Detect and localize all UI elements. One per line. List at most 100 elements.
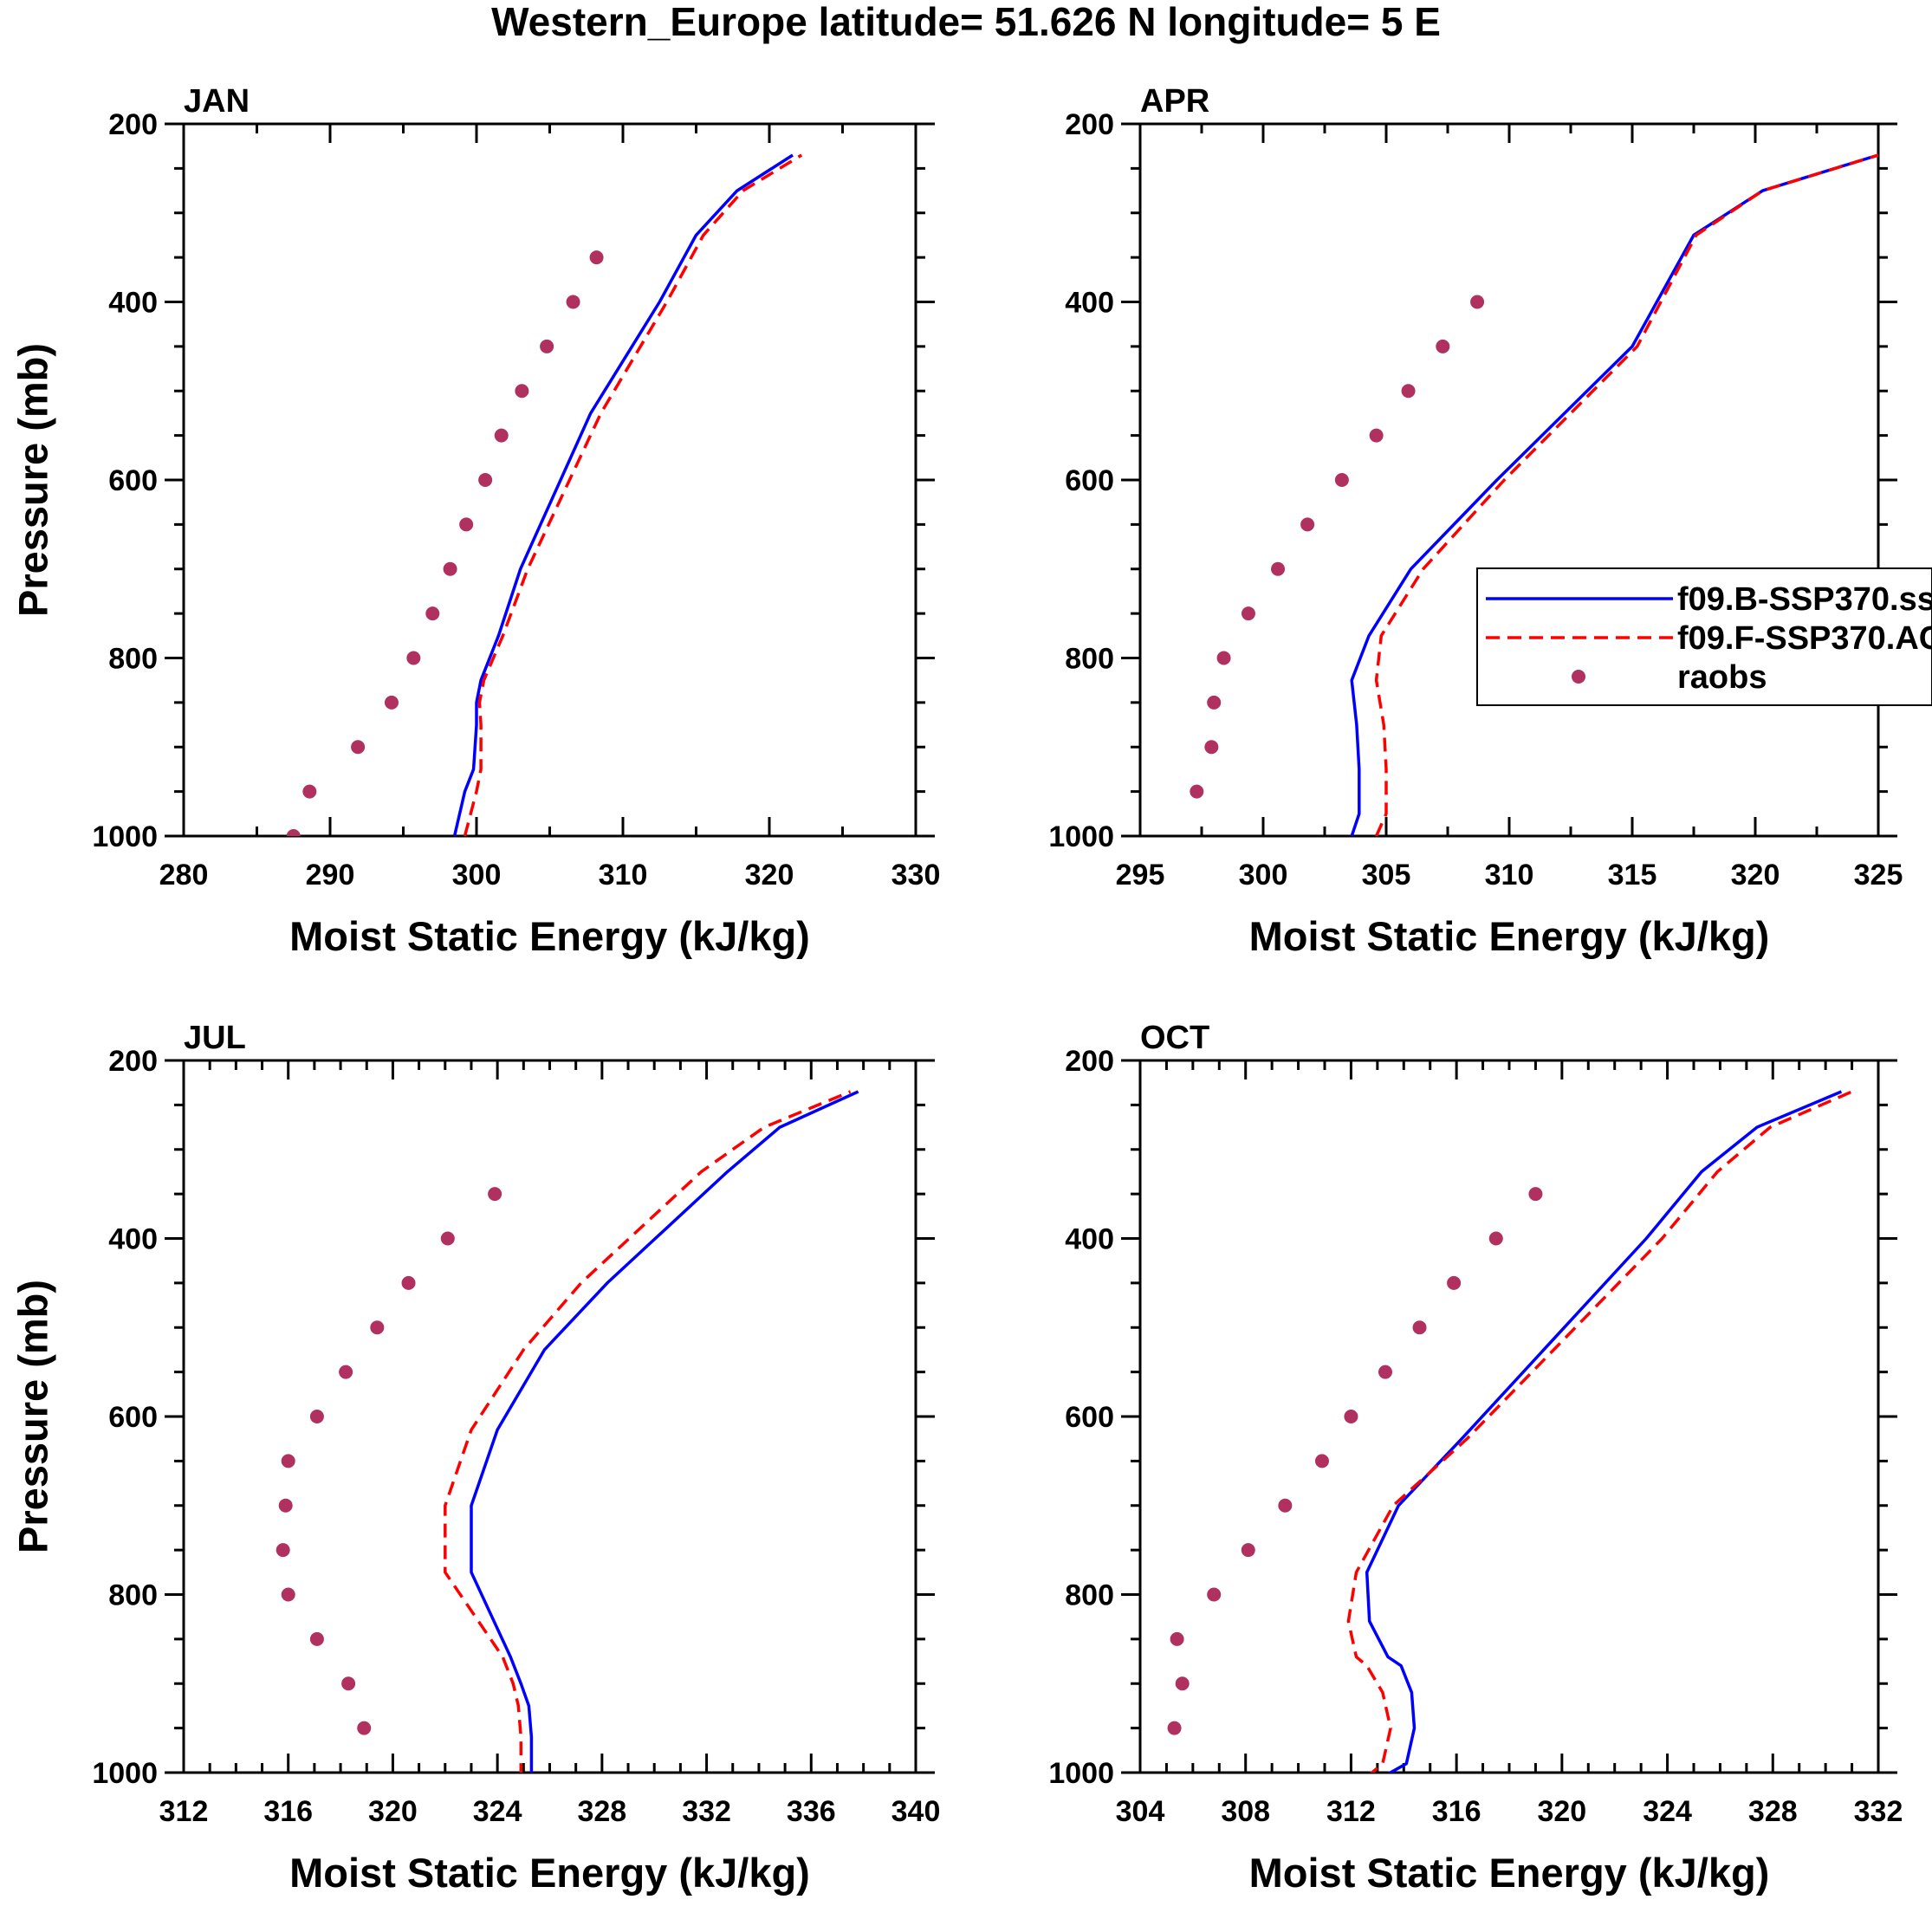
plot-area [1167,1090,1853,1773]
plot-frame [182,122,917,838]
raobs-point [302,784,317,799]
y-tick-label: 400 [1065,1223,1114,1256]
x-tick-label: 295 [1116,859,1165,891]
raobs-point [494,428,509,443]
legend-label: f09.F-SSP370.ACmi [1677,620,1932,657]
legend-box [1476,567,1932,706]
x-tick-label: 320 [1731,859,1780,891]
raobs-point [278,1498,293,1513]
raobs-point [351,740,366,755]
raobs-point [309,1410,324,1423]
series-line-f09-b-ssp370-ss36 [1350,153,1878,836]
panel-title: OCT [1140,1020,1209,1056]
panel-apr: APR 295 300 305 310 315 320 325 200 400 600 800 1000… [1048,83,1932,959]
raobs-point [357,1721,372,1735]
raobs-point [406,651,421,665]
x-tick-label: 305 [1362,859,1411,891]
y-tick-label: 400 [108,287,158,320]
x-tick-label: 310 [1485,859,1534,891]
x-tick-label: 280 [159,859,209,891]
y-axis-label: Pressure (mb) [10,1280,55,1553]
raobs-point [1369,428,1384,443]
legend-label: raobs [1677,659,1767,696]
x-tick-label: 332 [1854,1795,1903,1828]
panel-oct: OCT 304 308 312 316 320 324 328 332 200 400 600 800 1… [1048,1020,1903,1896]
y-tick-label: 400 [108,1223,158,1256]
x-tick-label: 312 [159,1795,209,1828]
raobs-point [1175,1676,1190,1691]
x-tick-label: 336 [787,1795,836,1828]
raobs-point [488,1187,502,1202]
raobs-point [276,1543,290,1558]
y-tick-label: 200 [1065,1045,1114,1078]
raobs-point [370,1320,385,1335]
panel-title: JUL [184,1020,246,1056]
raobs-point [1401,384,1416,399]
y-tick-label: 600 [108,1401,158,1434]
y-tick-label: 800 [1065,643,1114,676]
raobs-point [443,561,457,576]
raobs-point [1447,1275,1462,1290]
raobs-point [1170,1631,1184,1646]
raobs-point [540,339,554,353]
x-tick-label: 316 [1432,1795,1481,1828]
panel-jul: JUL 312 316 320 324 328 332 336 340 200 400 600 800 1… [10,1020,940,1896]
x-tick-label: 332 [682,1795,731,1828]
x-tick-label: 316 [263,1795,313,1828]
series-line-f09-f-ssp370-acmi [1374,153,1878,836]
y-tick-label: 1000 [1048,1757,1114,1790]
raobs-point [1378,1365,1392,1379]
raobs-point [1334,473,1349,487]
raobs-point [478,473,493,487]
legend: f09.B-SSP370.ss36f09.F-SSP370.ACmiraobs [1476,567,1932,706]
raobs-point [459,517,474,532]
x-tick-label: 315 [1608,859,1657,891]
y-tick-label: 600 [108,464,158,497]
raobs-point [286,829,301,836]
panel-grid: JAN 280 290 300 310 320 330 200 400 600 800 1000 Moi… [10,83,1932,1896]
x-tick-label: 310 [599,859,648,891]
x-tick-label: 324 [1643,1795,1692,1828]
y-tick-label: 1000 [92,1757,158,1790]
raobs-point [1300,517,1315,532]
raobs-point [1216,651,1231,665]
y-axis-label: Pressure (mb) [10,343,55,617]
plot-frame [182,1059,917,1774]
x-tick-label: 300 [452,859,502,891]
x-axis-label: Moist Static Energy (kJ/kg) [289,1850,810,1896]
raobs-point [566,295,580,309]
raobs-point [1470,295,1485,309]
raobs-point [1207,1587,1222,1602]
raobs-point [281,1454,295,1468]
x-tick-label: 308 [1221,1795,1270,1828]
series-line-f09-b-ssp370-ss36 [470,1090,859,1773]
plot-area [276,1090,859,1773]
y-tick-label: 400 [1065,287,1114,320]
raobs-point [339,1365,353,1379]
series-line-f09-f-ssp370-acmi [444,1090,852,1773]
series-line-f09-b-ssp370-ss36 [1365,1090,1843,1773]
x-tick-label: 325 [1854,859,1903,891]
x-tick-label: 304 [1116,1795,1165,1828]
x-tick-label: 328 [1748,1795,1798,1828]
y-tick-label: 800 [1065,1579,1114,1612]
y-tick-label: 800 [108,1579,158,1612]
x-tick-label: 300 [1239,859,1288,891]
raobs-point [1241,1543,1255,1558]
y-tick-label: 600 [1065,464,1114,497]
raobs-point [1271,561,1286,576]
y-tick-label: 200 [108,1045,158,1078]
plot-frame [1138,122,1880,838]
raobs-point [440,1231,455,1246]
x-tick-label: 312 [1326,1795,1376,1828]
raobs-point [401,1275,416,1290]
x-tick-label: 290 [306,859,355,891]
plot-area [286,153,803,836]
x-tick-label: 340 [891,1795,941,1828]
y-tick-label: 1000 [1048,820,1114,853]
raobs-point [1488,1231,1503,1246]
x-tick-label: 320 [368,1795,418,1828]
x-axis-label: Moist Static Energy (kJ/kg) [1249,913,1770,959]
y-tick-label: 800 [108,643,158,676]
x-tick-label: 328 [577,1795,626,1828]
